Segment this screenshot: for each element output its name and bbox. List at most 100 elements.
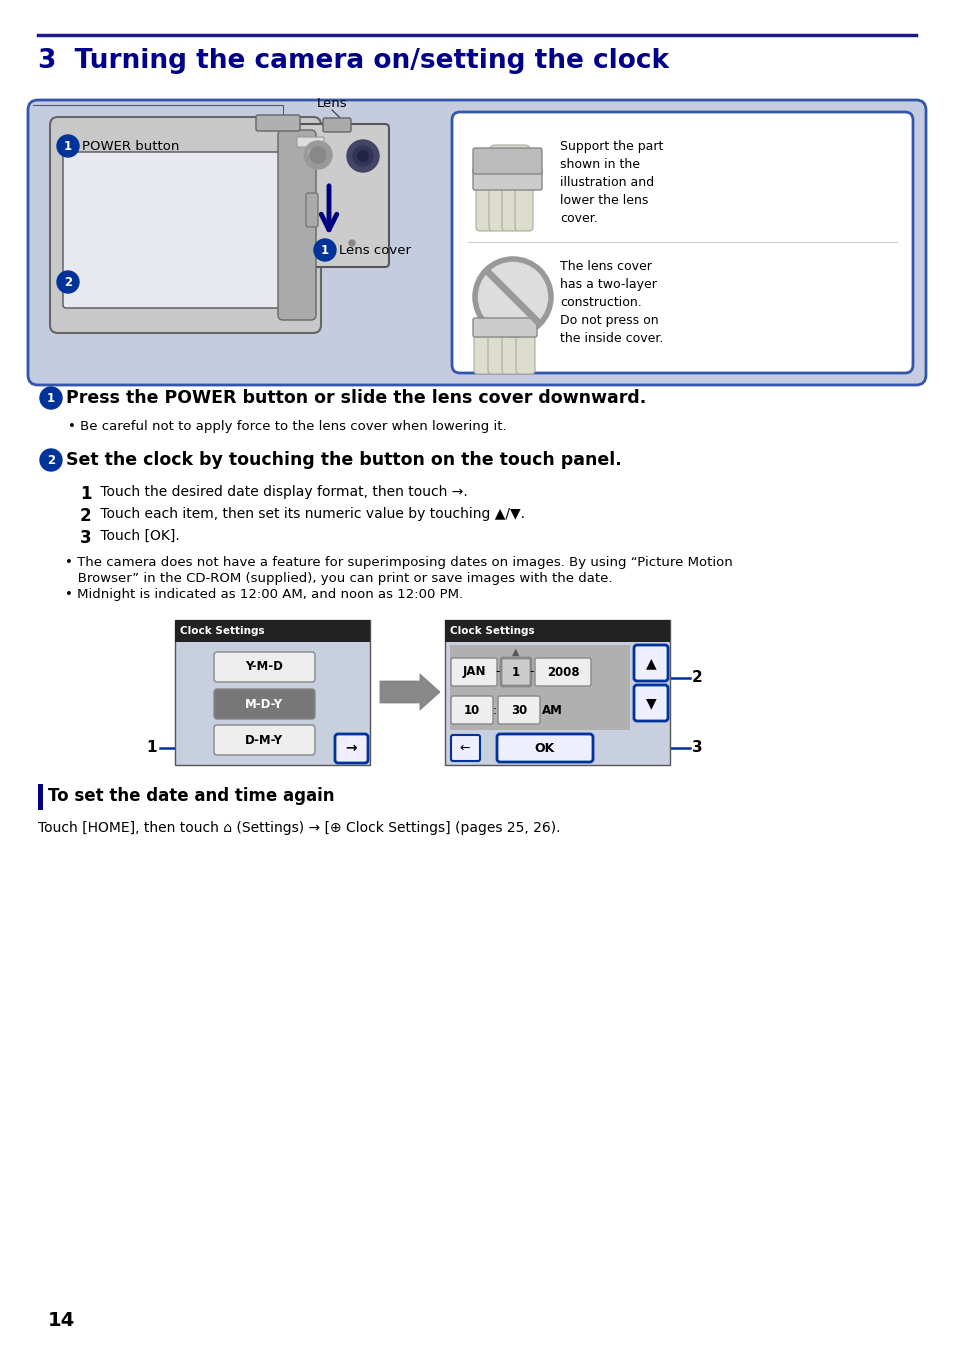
Circle shape [310, 147, 326, 163]
Text: Support the part
shown in the
illustration and
lower the lens
cover.: Support the part shown in the illustrati… [559, 140, 662, 225]
Text: AM: AM [541, 703, 562, 716]
FancyBboxPatch shape [501, 328, 520, 375]
Text: -: - [529, 665, 534, 678]
FancyBboxPatch shape [213, 689, 314, 719]
Text: Touch each item, then set its numeric value by touching ▲/▼.: Touch each item, then set its numeric va… [96, 508, 524, 521]
Circle shape [347, 140, 378, 172]
Text: 2008: 2008 [546, 665, 578, 678]
FancyBboxPatch shape [306, 193, 317, 227]
Text: The lens cover
has a two-layer
construction.
Do not press on
the inside cover.: The lens cover has a two-layer construct… [559, 261, 662, 345]
FancyBboxPatch shape [452, 113, 912, 373]
Circle shape [299, 151, 304, 153]
FancyBboxPatch shape [286, 123, 389, 267]
Circle shape [304, 141, 332, 170]
Circle shape [40, 449, 62, 471]
Text: Touch [OK].: Touch [OK]. [96, 529, 179, 543]
FancyBboxPatch shape [255, 115, 299, 132]
FancyBboxPatch shape [213, 725, 314, 754]
Text: ▼: ▼ [645, 696, 656, 710]
Bar [174, 620, 370, 765]
FancyBboxPatch shape [500, 658, 531, 687]
Text: • Be careful not to apply force to the lens cover when lowering it.: • Be careful not to apply force to the l… [68, 421, 506, 433]
FancyBboxPatch shape [501, 183, 519, 231]
Text: ▲: ▲ [512, 647, 519, 657]
FancyBboxPatch shape [473, 148, 541, 174]
FancyBboxPatch shape [490, 145, 530, 176]
Circle shape [353, 147, 373, 166]
Text: 3  Turning the camera on/setting the clock: 3 Turning the camera on/setting the cloc… [38, 47, 668, 75]
Text: Lens cover: Lens cover [338, 243, 411, 256]
FancyBboxPatch shape [515, 183, 533, 231]
Circle shape [314, 239, 335, 261]
Text: Y-M-D: Y-M-D [245, 661, 283, 673]
Text: Lens: Lens [316, 96, 347, 110]
FancyBboxPatch shape [335, 734, 368, 763]
FancyBboxPatch shape [28, 100, 925, 385]
Circle shape [308, 151, 312, 153]
Text: :: : [493, 703, 497, 716]
Bar [444, 620, 669, 765]
Text: JAN: JAN [462, 665, 485, 678]
Text: 2: 2 [691, 670, 702, 685]
Circle shape [475, 259, 551, 335]
FancyBboxPatch shape [473, 168, 541, 190]
Text: 1: 1 [147, 741, 157, 756]
Text: Set the clock by touching the button on the touch panel.: Set the clock by touching the button on … [66, 451, 621, 470]
FancyBboxPatch shape [451, 735, 479, 761]
FancyBboxPatch shape [296, 137, 324, 147]
Text: 2: 2 [64, 275, 72, 289]
FancyBboxPatch shape [634, 645, 667, 681]
Text: Press the POWER button or slide the lens cover downward.: Press the POWER button or slide the lens… [66, 389, 645, 407]
Bar [444, 620, 669, 642]
FancyBboxPatch shape [50, 117, 320, 332]
Text: Touch [HOME], then touch ⌂ (Settings) → [⊕ Clock Settings] (pages 25, 26).: Touch [HOME], then touch ⌂ (Settings) → … [38, 821, 560, 835]
Text: OK: OK [535, 741, 555, 754]
Text: D-M-Y: D-M-Y [245, 734, 283, 746]
Circle shape [349, 240, 355, 246]
Text: Touch panel: Touch panel [82, 275, 162, 289]
FancyBboxPatch shape [474, 328, 493, 375]
Text: 1: 1 [80, 484, 91, 503]
FancyBboxPatch shape [277, 130, 315, 320]
Text: To set the date and time again: To set the date and time again [48, 787, 335, 805]
FancyBboxPatch shape [488, 328, 506, 375]
FancyBboxPatch shape [473, 318, 537, 337]
Text: POWER button: POWER button [82, 140, 179, 152]
FancyBboxPatch shape [497, 696, 539, 725]
Text: 1: 1 [512, 665, 519, 678]
FancyBboxPatch shape [535, 658, 590, 687]
Text: 3: 3 [691, 741, 702, 756]
FancyBboxPatch shape [451, 658, 497, 687]
FancyBboxPatch shape [451, 696, 493, 725]
Text: Clock Settings: Clock Settings [450, 626, 534, 636]
FancyBboxPatch shape [634, 685, 667, 721]
Text: →: → [345, 741, 356, 754]
Text: Touch the desired date display format, then touch →.: Touch the desired date display format, t… [96, 484, 467, 499]
Text: 1: 1 [320, 243, 329, 256]
FancyBboxPatch shape [516, 328, 535, 375]
Text: -: - [496, 665, 499, 678]
Text: ▲: ▲ [645, 655, 656, 670]
Text: 14: 14 [48, 1311, 75, 1330]
FancyBboxPatch shape [63, 152, 284, 308]
Text: • Midnight is indicated as 12:00 AM, and noon as 12:00 PM.: • Midnight is indicated as 12:00 AM, and… [65, 588, 462, 601]
FancyBboxPatch shape [489, 183, 506, 231]
Circle shape [315, 151, 319, 153]
FancyBboxPatch shape [213, 651, 314, 683]
FancyBboxPatch shape [323, 118, 351, 132]
FancyArrow shape [379, 674, 439, 710]
Text: 1: 1 [47, 392, 55, 404]
Text: 30: 30 [511, 703, 527, 716]
Circle shape [57, 271, 79, 293]
Text: 1: 1 [64, 140, 72, 152]
Circle shape [57, 134, 79, 157]
Text: 2: 2 [47, 453, 55, 467]
Circle shape [357, 151, 368, 161]
Text: ←: ← [459, 741, 470, 754]
FancyBboxPatch shape [476, 183, 494, 231]
Text: Clock Settings: Clock Settings [180, 626, 264, 636]
Text: Browser” in the CD-ROM (supplied), you can print or save images with the date.: Browser” in the CD-ROM (supplied), you c… [65, 573, 612, 585]
FancyBboxPatch shape [497, 734, 593, 763]
Text: 2: 2 [80, 508, 91, 525]
Bar [38, 784, 43, 810]
